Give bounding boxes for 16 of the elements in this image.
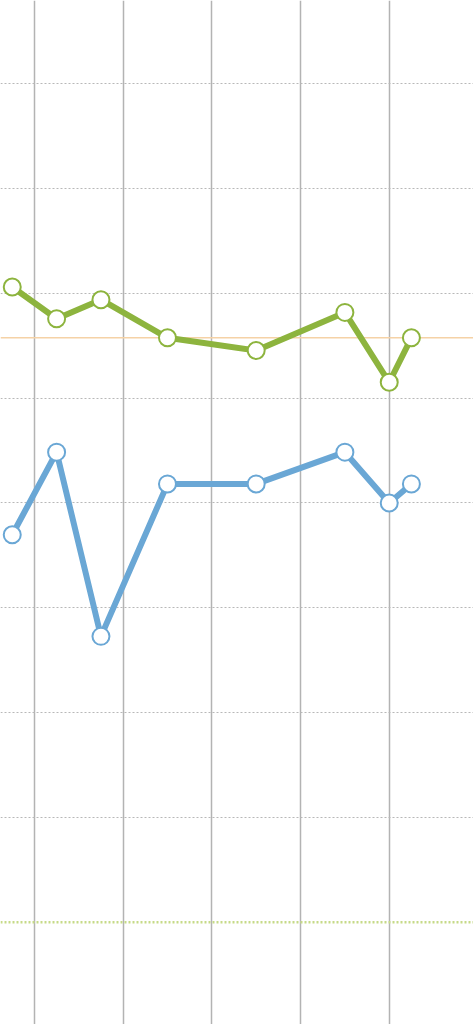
point — [47, 442, 67, 462]
point — [246, 474, 266, 494]
point — [2, 277, 22, 297]
point — [246, 341, 266, 360]
point — [91, 290, 111, 310]
point — [335, 302, 355, 322]
point — [335, 442, 355, 462]
point — [47, 309, 67, 329]
point — [401, 474, 421, 494]
point — [157, 328, 177, 348]
point — [379, 372, 399, 392]
point — [157, 474, 177, 494]
point — [379, 493, 399, 513]
point — [91, 626, 111, 646]
point — [2, 525, 22, 545]
point — [401, 328, 421, 348]
